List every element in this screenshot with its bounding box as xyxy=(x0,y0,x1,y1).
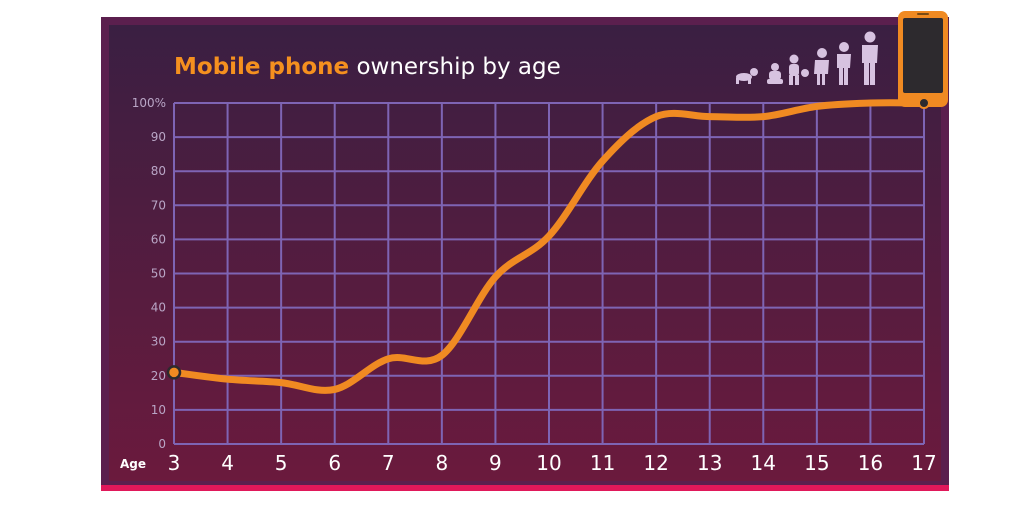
x-tick-label: 16 xyxy=(858,451,883,475)
y-tick-label: 50 xyxy=(151,267,166,281)
y-tick-label: 20 xyxy=(151,369,166,383)
x-tick-label: 8 xyxy=(435,451,448,475)
x-tick-label: 5 xyxy=(275,451,288,475)
x-tick-label: 7 xyxy=(382,451,395,475)
y-tick-label: 60 xyxy=(151,232,166,246)
x-tick-label: 9 xyxy=(489,451,502,475)
title-rest: ownership by age xyxy=(349,54,561,80)
child-icon xyxy=(814,48,829,85)
title-highlight: Mobile phone xyxy=(174,54,349,80)
y-tick-label: 40 xyxy=(151,301,166,315)
toddler-icon xyxy=(767,63,783,84)
x-tick-label: 6 xyxy=(328,451,341,475)
y-tick-label: 0 xyxy=(158,437,166,451)
baby-crawling-icon xyxy=(736,68,758,84)
chart-title: Mobile phone ownership by age xyxy=(174,54,561,80)
x-tick-label: 13 xyxy=(697,451,722,475)
start-point-marker xyxy=(166,365,182,380)
y-tick-label: 30 xyxy=(151,335,166,349)
y-tick-label: 80 xyxy=(151,164,166,178)
adult-icon xyxy=(862,31,878,85)
bottom-border xyxy=(101,485,949,491)
x-axis-ticks: 3 4 5 6 7 8 9 10 11 12 13 14 15 16 17 xyxy=(168,451,937,475)
y-tick-label: 10 xyxy=(151,403,166,417)
x-tick-label: 4 xyxy=(221,451,234,475)
y-tick-label: 70 xyxy=(151,198,166,212)
end-point-marker xyxy=(918,97,930,109)
x-tick-label: 15 xyxy=(804,451,829,475)
grid xyxy=(173,102,925,445)
x-tick-label: 17 xyxy=(911,451,936,475)
x-tick-label: 3 xyxy=(168,451,181,475)
ownership-line xyxy=(170,99,928,394)
series-layer xyxy=(166,97,930,394)
y-axis-ticks: 0 10 20 30 40 50 60 70 80 90 100% xyxy=(132,96,166,451)
mobile-phone-icon xyxy=(898,11,948,107)
child-with-ball-icon xyxy=(789,54,809,85)
y-tick-label: 90 xyxy=(151,130,166,144)
x-axis-label: Age xyxy=(120,457,146,471)
x-tick-label: 10 xyxy=(536,451,561,475)
growth-silhouettes xyxy=(736,31,878,85)
x-tick-label: 12 xyxy=(643,451,668,475)
y-tick-label: 100% xyxy=(132,96,166,110)
teen-icon xyxy=(837,42,851,85)
x-tick-label: 11 xyxy=(590,451,615,475)
x-tick-label: 14 xyxy=(751,451,776,475)
